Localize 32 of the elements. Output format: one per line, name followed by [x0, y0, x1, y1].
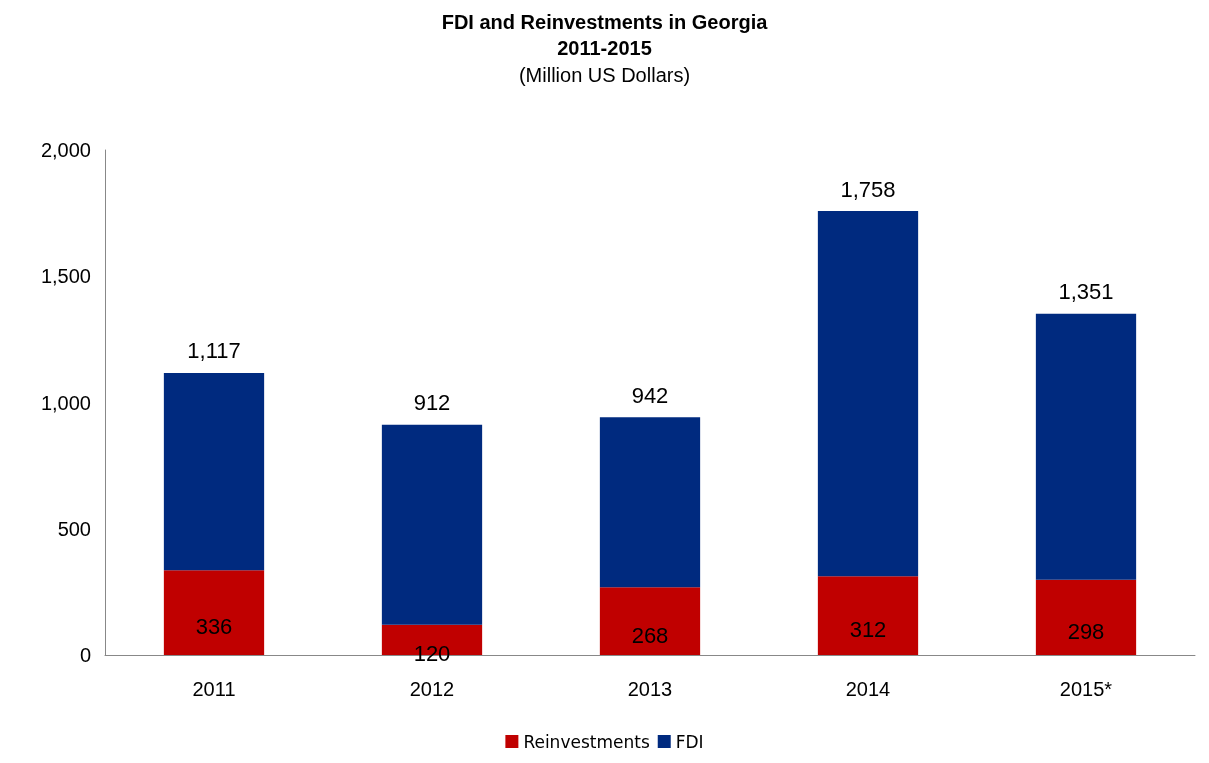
y-tick-label: 500 [57, 517, 91, 540]
data-label: 312 [849, 617, 887, 643]
y-tick-label: 2,000 [40, 139, 91, 161]
y-tick-label: 1,000 [40, 391, 91, 414]
legend-label: FDI [675, 731, 704, 752]
bar [1035, 579, 1137, 655]
bar [381, 424, 483, 625]
total-label: 1,758 [840, 176, 896, 202]
data-label: 336 [195, 614, 233, 640]
total-label: 912 [413, 390, 451, 416]
x-tick-label: 2013 [627, 678, 673, 700]
bar [817, 576, 919, 655]
bar [817, 211, 919, 577]
legend-label: Reinvestments [523, 731, 650, 752]
bar [599, 417, 701, 588]
bar [599, 587, 701, 655]
data-label: 268 [631, 622, 669, 648]
x-tick-label: 2015* [1059, 678, 1113, 700]
x-tick-label: 2014 [845, 678, 891, 700]
bar [163, 570, 265, 655]
total-label: 1,351 [1058, 279, 1114, 305]
x-tick-label: 2011 [192, 678, 236, 700]
chart-subtitle: (Million US Dollars) [518, 64, 691, 86]
chart-title: FDI and Reinvestments in Georgia 2011-2015 [441, 11, 769, 59]
y-tick-label: 1,500 [40, 265, 91, 288]
y-tick-label: 0 [79, 644, 91, 666]
bar [163, 372, 265, 571]
bar [1035, 313, 1137, 580]
data-label: 298 [1067, 618, 1105, 644]
total-label: 1,117 [187, 338, 241, 364]
x-tick-label: 2012 [409, 678, 455, 700]
total-label: 942 [631, 382, 669, 408]
